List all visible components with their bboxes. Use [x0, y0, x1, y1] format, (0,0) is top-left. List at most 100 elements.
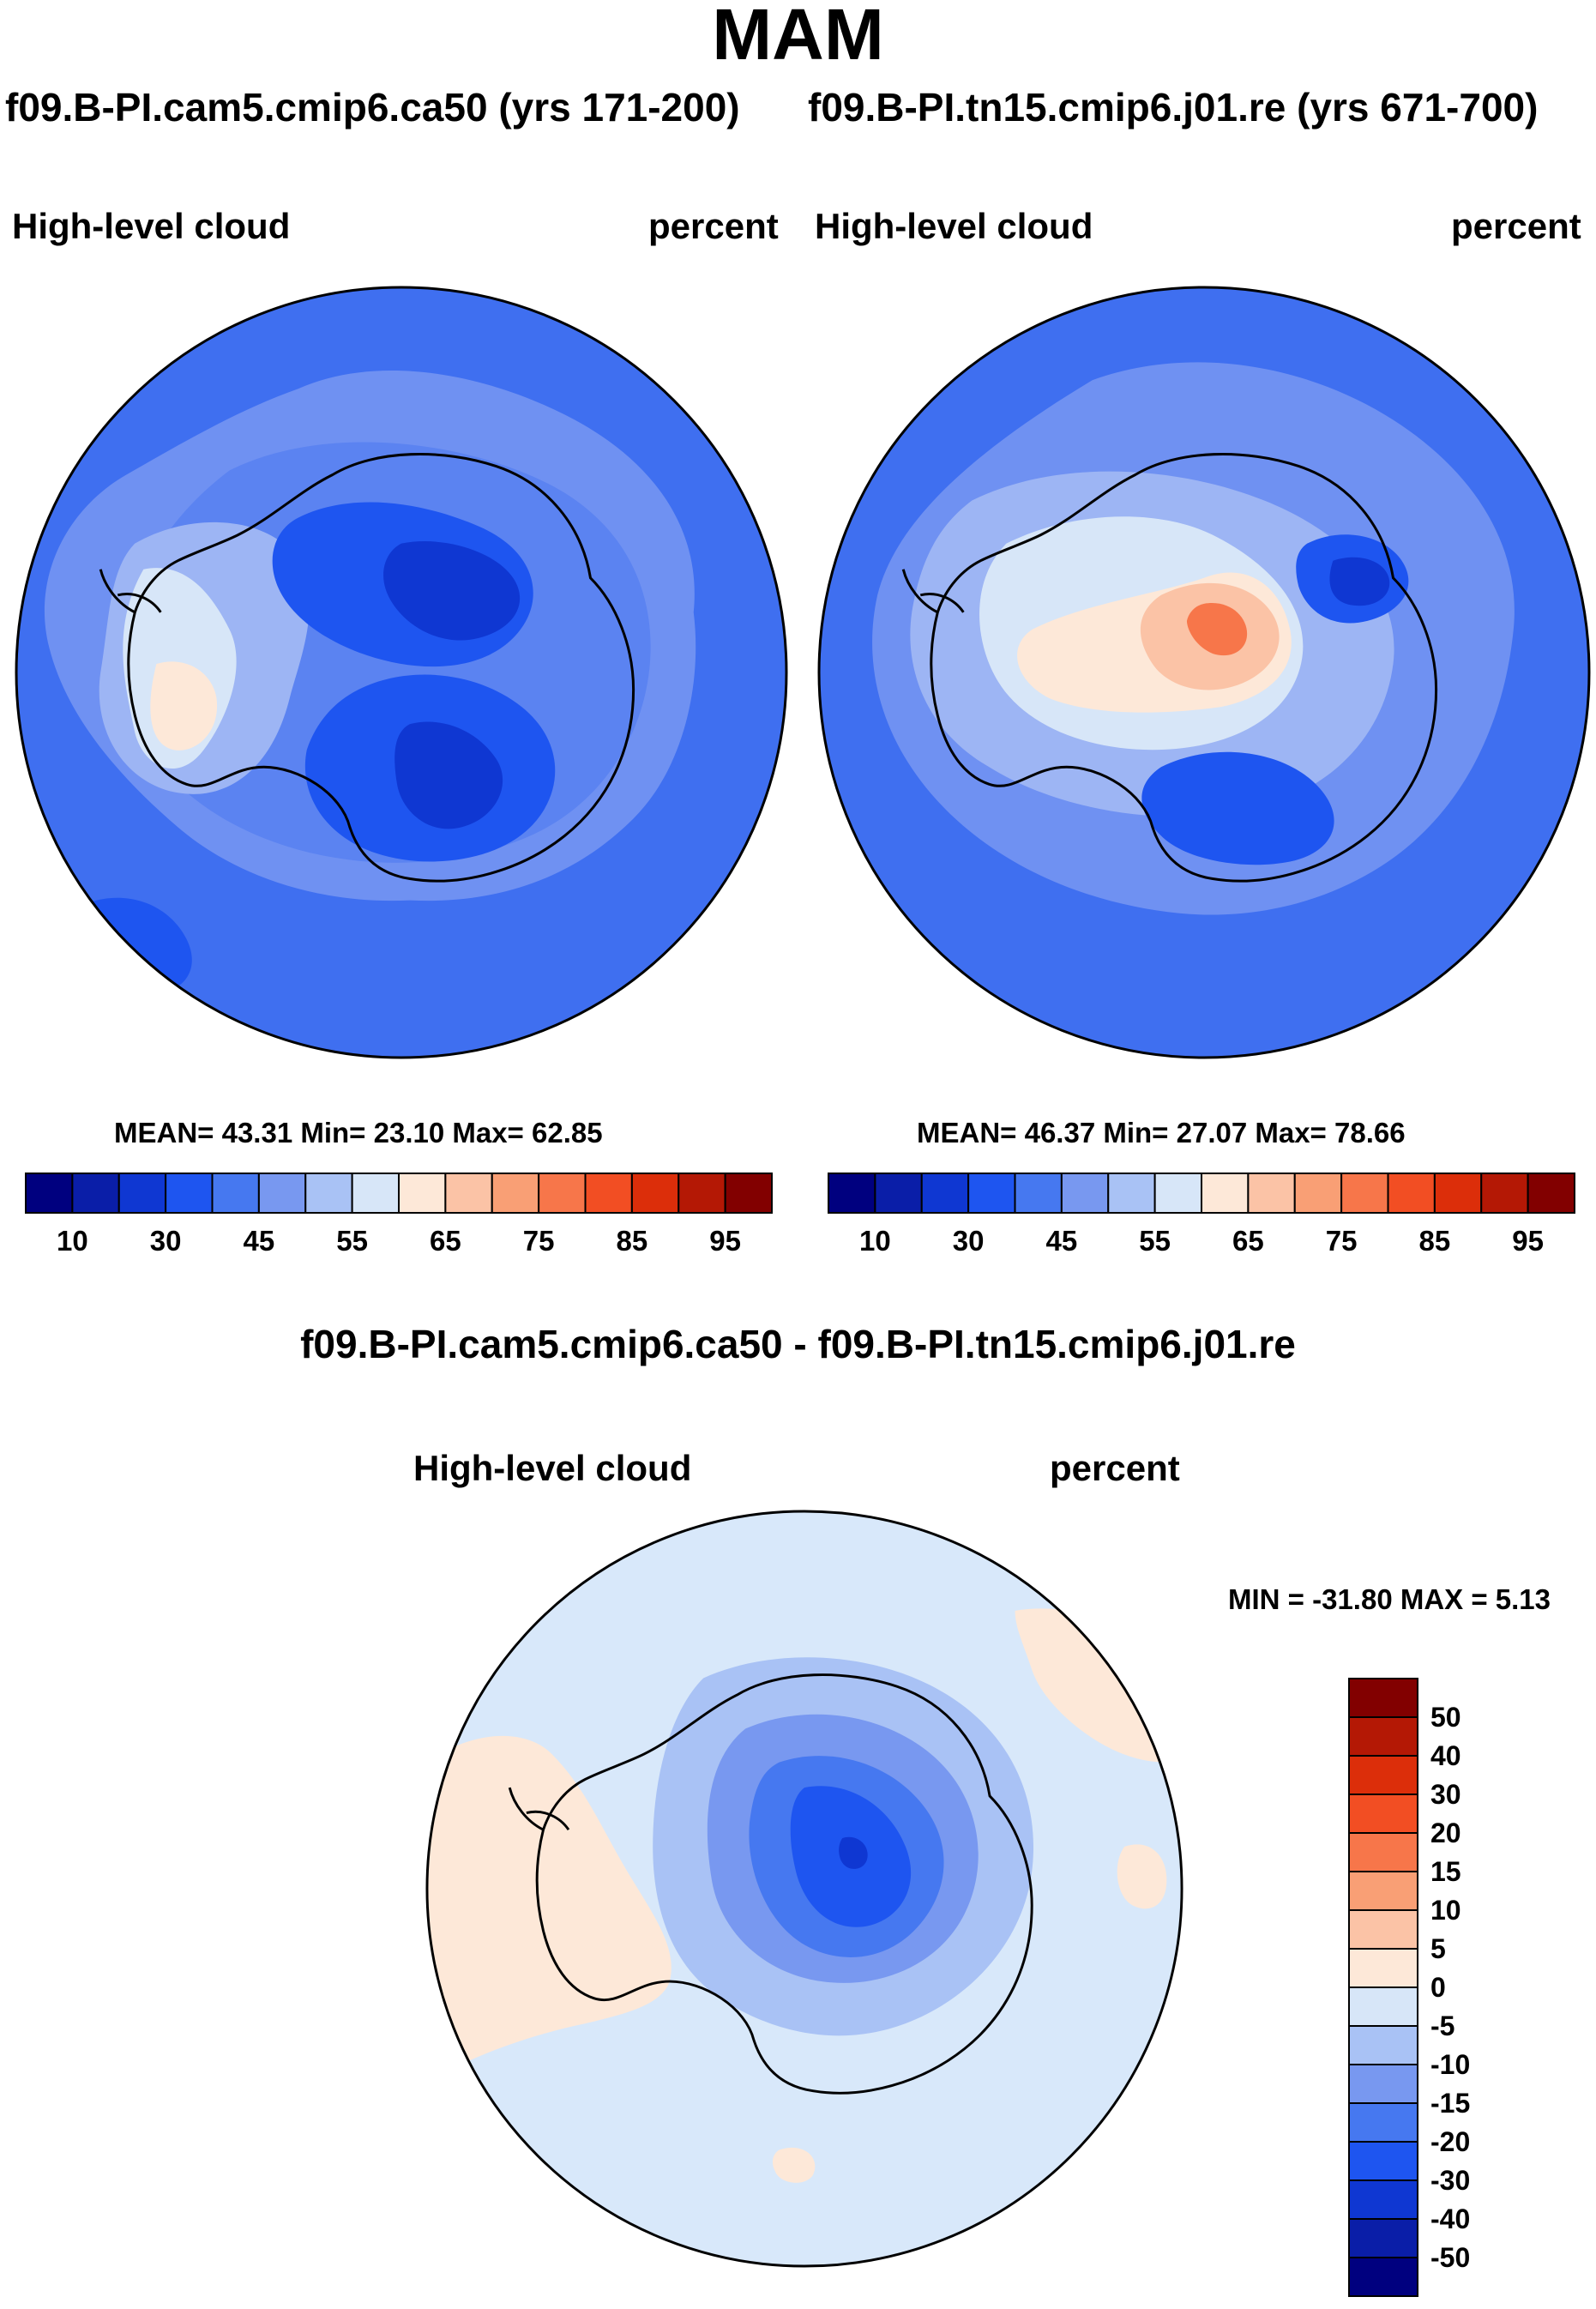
colorbar-swatch: [165, 1173, 214, 1214]
colorbar-swatch: [1387, 1173, 1436, 1214]
colorbar-swatch: [1348, 2064, 1418, 2104]
map-difference: [425, 1510, 1183, 2268]
colorbar-right: [828, 1173, 1575, 1214]
colorbar-difference: [1348, 1678, 1418, 2297]
colorbar-swatch: [71, 1173, 120, 1214]
colorbar-swatch: [1527, 1173, 1575, 1214]
positive-south-patch: [772, 2147, 816, 2183]
colorbar-tick-label: 50: [1430, 1702, 1461, 1733]
colorbar-tick-label: 45: [243, 1225, 275, 1257]
colorbar-tick-label: -20: [1430, 2126, 1471, 2157]
colorbar-tick-label: 95: [709, 1225, 741, 1257]
right-variable-label: High-level cloud: [815, 206, 1093, 246]
colorbar-tick-label: 10: [57, 1225, 88, 1257]
colorbar-swatch: [1348, 1794, 1418, 1834]
colorbar-tick-label: 30: [149, 1225, 182, 1257]
map-right: [817, 286, 1591, 1059]
colorbar-tick-label: 20: [1430, 1818, 1461, 1848]
colorbar-left-ticks: 10 30 45 55 65 75 85 95: [26, 1225, 772, 1259]
colorbar-tick-label: 75: [1325, 1225, 1358, 1257]
colorbar-swatch: [257, 1173, 307, 1214]
colorbar-tick-label: -15: [1430, 2088, 1471, 2119]
peninsula-coast: [508, 1787, 570, 1831]
colorbar-tick-label: 45: [1045, 1225, 1078, 1257]
coastline: [930, 453, 1438, 883]
colorbar-tick-label: 10: [1430, 1895, 1461, 1926]
map-border: [15, 286, 788, 1059]
colorbar-tick-label: 95: [1512, 1225, 1544, 1257]
east-low-2-core: [394, 721, 503, 829]
colorbar-swatch: [1348, 1832, 1418, 1872]
right-stats: MEAN= 46.37 Min= 27.07 Max= 78.66: [917, 1117, 1406, 1148]
map-border: [425, 1510, 1183, 2268]
colorbar-tick-label: 55: [336, 1225, 368, 1257]
colorbar-swatch: [211, 1173, 260, 1214]
colorbar-tick-label: 75: [522, 1225, 555, 1257]
colorbar-swatch: [1201, 1173, 1250, 1214]
colorbar-tick-label: 40: [1430, 1740, 1461, 1771]
map-left: [15, 286, 788, 1059]
colorbar-swatch: [874, 1173, 923, 1214]
colorbar-swatch: [1348, 2218, 1418, 2258]
colorbar-swatch: [1348, 1986, 1418, 2027]
case2-title: f09.B-PI.tn15.cmip6.j01.re (yrs 671-700): [808, 85, 1539, 130]
colorbar-swatch: [1348, 1716, 1418, 1757]
colorbar-swatch: [1247, 1173, 1296, 1214]
diff-units-label: percent: [1050, 1448, 1180, 1488]
colorbar-tick-label: -10: [1430, 2049, 1471, 2080]
colorbar-swatch: [1348, 1755, 1418, 1795]
diff-variable-label: High-level cloud: [413, 1448, 692, 1488]
colorbar-tick-label: 15: [1430, 1856, 1461, 1887]
map-border: [817, 286, 1591, 1059]
colorbar-swatch: [1293, 1173, 1343, 1214]
colorbar-swatch: [1340, 1173, 1389, 1214]
colorbar-tick-label: -5: [1430, 2011, 1455, 2041]
colorbar-tick-label: 10: [859, 1225, 891, 1257]
colorbar-swatch: [25, 1173, 74, 1214]
colorbar-swatch: [1348, 2102, 1418, 2143]
colorbar-swatch: [1348, 1948, 1418, 1988]
colorbar-tick-label: 0: [1430, 1972, 1446, 2003]
colorbar-tick-label: 5: [1430, 1933, 1446, 1964]
colorbar-swatch: [1014, 1173, 1063, 1214]
colorbar-tick-label: 65: [430, 1225, 461, 1257]
warm-peak: [1186, 603, 1248, 656]
colorbar-swatch: [538, 1173, 587, 1214]
colorbar-swatch: [584, 1173, 633, 1214]
colorbar-swatch: [1348, 1871, 1418, 1911]
colorbar-swatch: [398, 1173, 447, 1214]
colorbar-difference-ticks: 50 40 30 20 15 10 5 0 -5 -10 -15 -20 -30 -40 -50: [1430, 1679, 1516, 2296]
colorbar-swatch: [1348, 2025, 1418, 2065]
diff-stats: MIN = -31.80 MAX = 5.13: [1228, 1583, 1551, 1615]
colorbar-tick-label: -40: [1430, 2203, 1471, 2234]
neg-deepest: [839, 1836, 868, 1869]
colorbar-swatch: [351, 1173, 400, 1214]
colorbar-swatch: [304, 1173, 353, 1214]
left-variable-label: High-level cloud: [12, 206, 291, 246]
coastline: [535, 1673, 1033, 2095]
colorbar-swatch: [920, 1173, 970, 1214]
peninsula-coast: [901, 569, 965, 614]
colorbar-swatch: [117, 1173, 167, 1214]
colorbar-left: [25, 1173, 773, 1214]
colorbar-swatch: [1153, 1173, 1202, 1214]
colorbar-tick-label: 85: [616, 1225, 648, 1257]
colorbar-swatch: [1348, 2179, 1418, 2220]
colorbar-tick-label: 30: [952, 1225, 985, 1257]
colorbar-swatch: [724, 1173, 773, 1214]
colorbar-swatch: [1348, 1909, 1418, 1950]
colorbar-swatch: [678, 1173, 726, 1214]
colorbar-swatch: [1348, 2141, 1418, 2181]
east-low-core: [383, 541, 521, 641]
colorbar-swatch: [967, 1173, 1016, 1214]
colorbar-swatch: [1348, 1678, 1418, 1718]
right-units-label: percent: [1451, 206, 1581, 246]
colorbar-tick-label: -50: [1430, 2242, 1471, 2273]
colorbar-swatch: [1348, 2257, 1418, 2297]
case1-title: f09.B-PI.cam5.cmip6.ca50 (yrs 171-200): [5, 85, 740, 130]
left-stats: MEAN= 43.31 Min= 23.10 Max= 62.85: [114, 1117, 603, 1148]
colorbar-swatch: [1060, 1173, 1110, 1214]
colorbar-tick-label: 30: [1430, 1779, 1461, 1810]
colorbar-swatch: [1107, 1173, 1156, 1214]
colorbar-swatch: [491, 1173, 540, 1214]
